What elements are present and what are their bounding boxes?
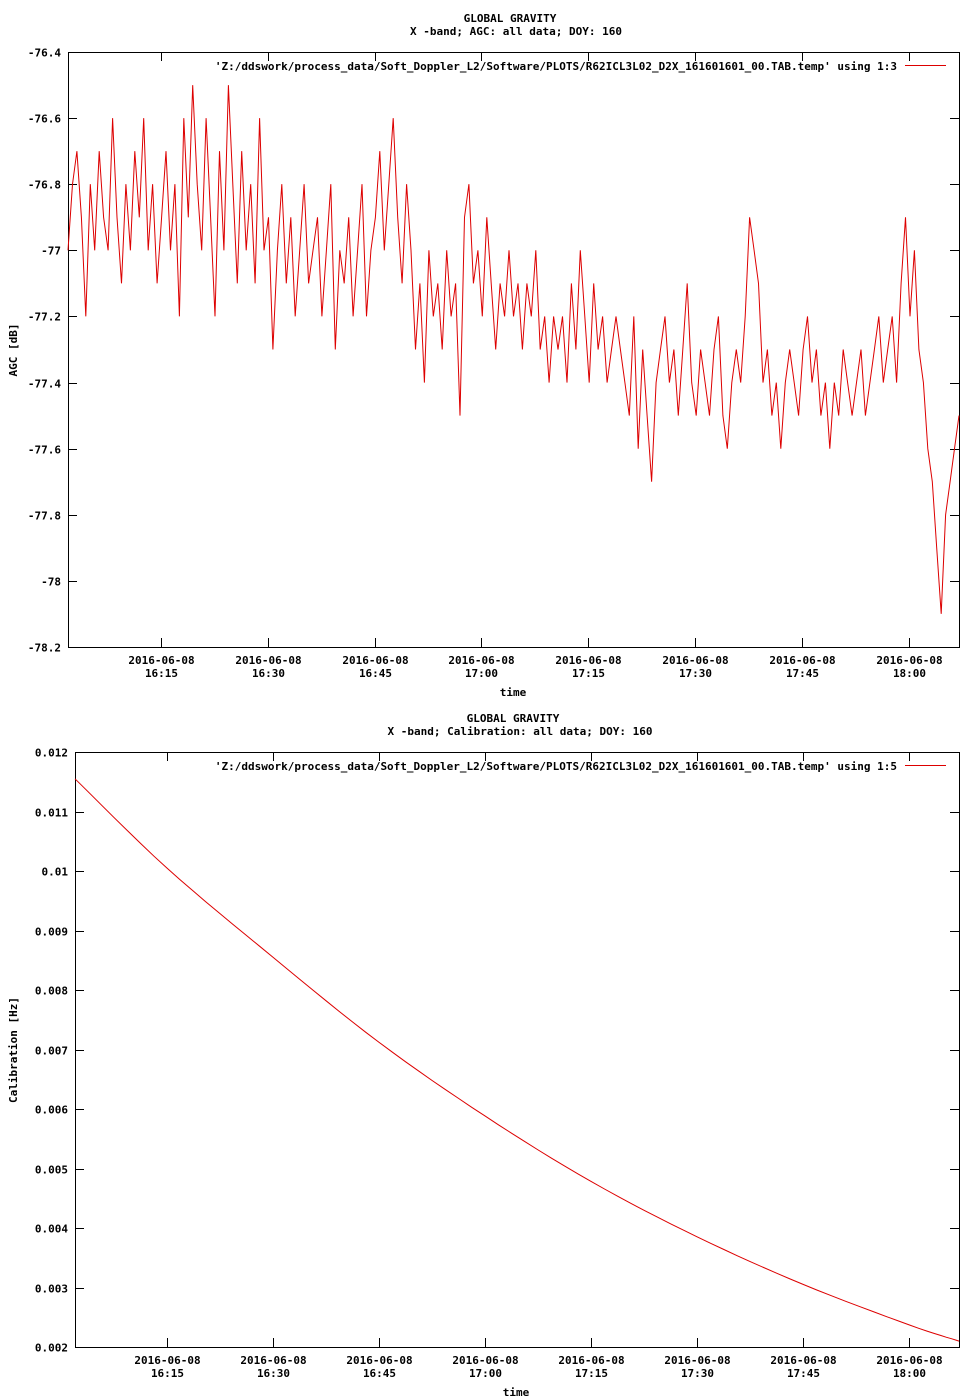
y-tick-label: -77	[41, 245, 61, 258]
x-axis-ticks: 2016-06-0816:152016-06-0816:302016-06-08…	[128, 52, 943, 680]
x-tick-date: 2016-06-08	[452, 1354, 518, 1367]
x-tick-time: 17:00	[469, 1367, 502, 1380]
y-tick-label: -77.8	[28, 510, 61, 523]
y-tick-label: 0.007	[35, 1045, 68, 1058]
y-tick-label: -78.2	[28, 642, 61, 655]
legend-label: 'Z:/ddswork/process_data/Soft_Doppler_L2…	[215, 60, 897, 73]
x-axis-ticks: 2016-06-0816:152016-06-0816:302016-06-08…	[134, 752, 943, 1380]
y-tick-label: 0.006	[35, 1104, 68, 1117]
legend-label: 'Z:/ddswork/process_data/Soft_Doppler_L2…	[215, 760, 897, 773]
x-tick-time: 16:15	[151, 1367, 184, 1380]
x-tick-time: 16:30	[257, 1367, 290, 1380]
x-tick-time: 17:30	[679, 667, 712, 680]
y-axis-label: AGC [dB]	[7, 324, 20, 377]
y-tick-label: -76.6	[28, 113, 61, 126]
plot-frame	[68, 52, 960, 648]
x-axis-label: time	[500, 686, 527, 699]
chart-title: GLOBAL GRAVITY	[464, 12, 557, 25]
y-tick-label: 0.008	[35, 985, 68, 998]
chart-subtitle: X -band; AGC: all data; DOY: 160	[410, 25, 622, 38]
y-tick-label: 0.009	[35, 926, 68, 939]
x-tick-date: 2016-06-08	[448, 654, 514, 667]
chart-subtitle: X -band; Calibration: all data; DOY: 160	[388, 725, 653, 738]
x-tick-time: 16:45	[359, 667, 392, 680]
legend: 'Z:/ddswork/process_data/Soft_Doppler_L2…	[215, 760, 946, 773]
x-tick-time: 17:15	[572, 667, 605, 680]
x-tick-time: 17:30	[681, 1367, 714, 1380]
x-tick-date: 2016-06-08	[558, 1354, 624, 1367]
x-tick-date: 2016-06-08	[555, 654, 621, 667]
x-axis-label: time	[503, 1386, 530, 1399]
x-tick-time: 17:15	[575, 1367, 608, 1380]
y-tick-label: 0.003	[35, 1283, 68, 1296]
y-tick-label: 0.012	[35, 747, 68, 760]
x-tick-time: 18:00	[893, 667, 926, 680]
x-tick-time: 17:45	[786, 667, 819, 680]
plot-frame	[75, 752, 960, 1348]
x-tick-date: 2016-06-08	[769, 654, 835, 667]
x-tick-date: 2016-06-08	[770, 1354, 836, 1367]
y-tick-label: 0.011	[35, 807, 68, 820]
x-tick-date: 2016-06-08	[134, 1354, 200, 1367]
y-tick-label: 0.004	[35, 1223, 68, 1236]
y-tick-label: -77.2	[28, 311, 61, 324]
x-tick-time: 17:45	[787, 1367, 820, 1380]
x-tick-date: 2016-06-08	[876, 654, 942, 667]
x-tick-date: 2016-06-08	[662, 654, 728, 667]
y-tick-label: -77.6	[28, 444, 61, 457]
calibration-series-line	[74, 778, 960, 1342]
x-tick-date: 2016-06-08	[876, 1354, 942, 1367]
x-tick-date: 2016-06-08	[235, 654, 301, 667]
y-axis-label: Calibration [Hz]	[7, 997, 20, 1103]
agc-chart: GLOBAL GRAVITY X -band; AGC: all data; D…	[7, 12, 960, 699]
y-tick-label: -78	[41, 576, 61, 589]
calibration-chart: GLOBAL GRAVITY X -band; Calibration: all…	[7, 712, 960, 1399]
chart-title: GLOBAL GRAVITY	[467, 712, 560, 725]
x-tick-date: 2016-06-08	[664, 1354, 730, 1367]
x-tick-time: 17:00	[465, 667, 498, 680]
x-tick-time: 18:00	[893, 1367, 926, 1380]
x-tick-date: 2016-06-08	[240, 1354, 306, 1367]
y-tick-label: -76.8	[28, 179, 61, 192]
y-tick-label: 0.002	[35, 1342, 68, 1355]
x-tick-date: 2016-06-08	[128, 654, 194, 667]
y-tick-label: -77.4	[28, 378, 61, 391]
y-axis-ticks: -76.4 -76.6 -76.8 -77 -77.2 -77.4 -77.6 -77.8 -7…	[28, 47, 959, 655]
x-tick-time: 16:30	[252, 667, 285, 680]
x-tick-date: 2016-06-08	[346, 1354, 412, 1367]
x-tick-time: 16:15	[145, 667, 178, 680]
legend: 'Z:/ddswork/process_data/Soft_Doppler_L2…	[215, 60, 946, 73]
y-axis-ticks: 0.012 0.011 0.01 0.009 0.008 0.007 0.006 0.005 0…	[35, 747, 959, 1355]
agc-series-line	[67, 85, 960, 614]
y-tick-label: -76.4	[28, 47, 61, 60]
x-tick-time: 16:45	[363, 1367, 396, 1380]
x-tick-date: 2016-06-08	[342, 654, 408, 667]
y-tick-label: 0.01	[42, 866, 69, 879]
y-tick-label: 0.005	[35, 1164, 68, 1177]
